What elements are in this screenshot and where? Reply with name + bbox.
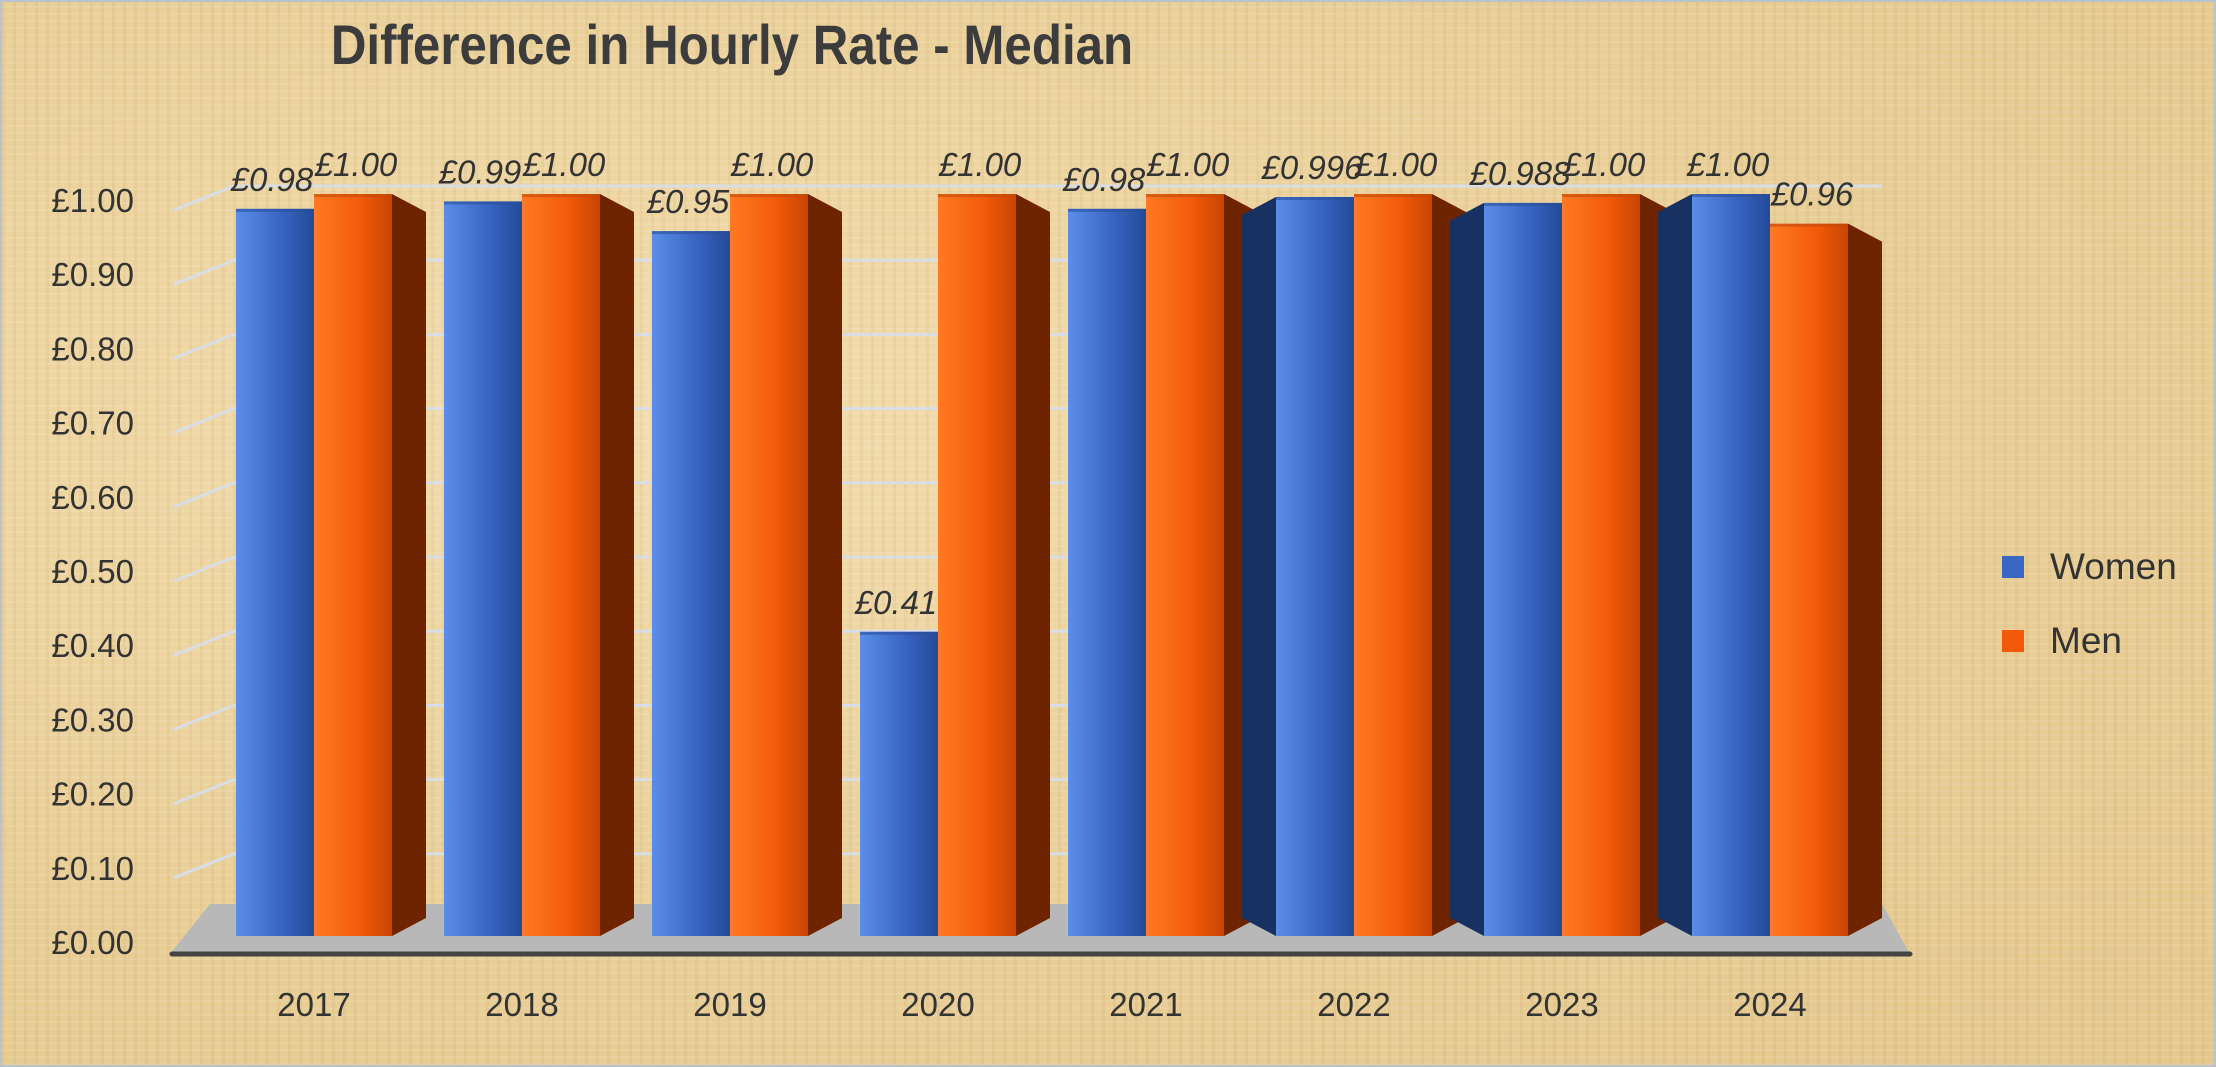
legend-swatch-men <box>2002 630 2024 652</box>
bar-men-2022 <box>1354 194 1432 936</box>
data-label-women-2023: £0.988 <box>1469 155 1572 192</box>
bar-top-men-2021 <box>1146 194 1224 197</box>
x-tick-label-2021: 2021 <box>1109 986 1182 1023</box>
bar-top-women-2021 <box>1068 208 1146 212</box>
chart-title: Difference in Hourly Rate - Median <box>330 13 1134 76</box>
legend-item-women: Women <box>2002 530 2177 604</box>
y-tick-label: £0.10 <box>51 850 134 887</box>
data-label-men-2018: £1.00 <box>522 146 606 183</box>
bar-side-women-2023 <box>1450 202 1484 937</box>
bar-women-2023 <box>1484 202 1562 937</box>
bar-side-men-2018 <box>600 194 634 936</box>
x-tick-label-2023: 2023 <box>1525 986 1598 1023</box>
data-label-women-2022: £0.996 <box>1261 149 1364 186</box>
bar-side-men-2019 <box>808 194 842 936</box>
bar-top-women-2023 <box>1484 202 1562 206</box>
data-label-women-2024: £1.00 <box>1686 146 1770 183</box>
y-tick-label: £0.90 <box>51 256 134 293</box>
bar-top-women-2024 <box>1692 194 1770 197</box>
legend-label-men: Men <box>2050 620 2122 661</box>
bar-men-2021 <box>1146 194 1224 936</box>
data-label-men-2022: £1.00 <box>1354 146 1438 183</box>
bar-top-men-2019 <box>730 194 808 197</box>
bar-women-2021 <box>1068 208 1146 937</box>
bar-men-2024 <box>1770 223 1848 936</box>
legend: Women Men <box>2002 530 2177 678</box>
bar-side-women-2022 <box>1242 196 1276 936</box>
data-label-men-2017: £1.00 <box>314 146 398 183</box>
bar-men-2017 <box>314 194 392 936</box>
legend-swatch-women <box>2002 556 2024 578</box>
bar-top-women-2017 <box>236 208 314 212</box>
data-label-men-2021: £1.00 <box>1146 146 1230 183</box>
bar-side-men-2020 <box>1016 194 1050 936</box>
bar-women-2022 <box>1276 196 1354 936</box>
bar-men-2020 <box>938 194 1016 936</box>
y-tick-label: £0.60 <box>51 479 134 516</box>
bar-men-2019 <box>730 194 808 936</box>
x-tick-label-2020: 2020 <box>901 986 974 1023</box>
x-tick-label-2019: 2019 <box>693 986 766 1023</box>
y-tick-label: £0.30 <box>51 701 134 738</box>
x-tick-label-2024: 2024 <box>1733 986 1806 1023</box>
x-tick-label-2017: 2017 <box>277 986 350 1023</box>
data-label-men-2019: £1.00 <box>730 146 814 183</box>
y-tick-label: £0.80 <box>51 330 134 367</box>
bar-top-men-2023 <box>1562 194 1640 197</box>
bar-top-women-2022 <box>1276 196 1354 200</box>
bar-top-women-2019 <box>652 231 730 235</box>
y-tick-label: £0.50 <box>51 553 134 590</box>
data-label-women-2019: £0.95 <box>646 183 730 220</box>
y-tick-label: £0.20 <box>51 776 134 813</box>
bar-top-women-2020 <box>860 631 938 635</box>
data-label-women-2021: £0.98 <box>1062 161 1146 198</box>
y-tick-label: £0.70 <box>51 405 134 442</box>
y-tick-label: £0.00 <box>51 924 134 961</box>
bar-top-men-2024 <box>1770 223 1848 227</box>
bar-women-2019 <box>652 231 730 937</box>
data-label-men-2023: £1.00 <box>1562 146 1646 183</box>
bar-top-men-2017 <box>314 194 392 197</box>
data-label-women-2017: £0.98 <box>230 161 314 198</box>
bar-men-2018 <box>522 194 600 936</box>
bar-top-women-2018 <box>444 201 522 205</box>
bar-side-men-2017 <box>392 194 426 936</box>
x-tick-label-2018: 2018 <box>485 986 558 1023</box>
data-label-men-2024: £0.96 <box>1770 176 1854 213</box>
gridline <box>173 184 1882 212</box>
y-tick-label: £0.40 <box>51 627 134 664</box>
bar-men-2023 <box>1562 194 1640 936</box>
bar-side-women-2024 <box>1658 194 1692 936</box>
bar-women-2020 <box>860 631 938 936</box>
data-label-women-2018: £0.99 <box>438 153 522 190</box>
bar-side-men-2024 <box>1848 223 1882 936</box>
bar-women-2024 <box>1692 194 1770 936</box>
bar-top-men-2022 <box>1354 194 1432 197</box>
bar-women-2018 <box>444 201 522 937</box>
legend-item-men: Men <box>2002 604 2177 678</box>
x-tick-label-2022: 2022 <box>1317 986 1390 1023</box>
data-label-women-2020: £0.41 <box>854 584 938 621</box>
bar-women-2017 <box>236 208 314 937</box>
y-tick-label: £1.00 <box>51 182 134 219</box>
bar-top-men-2018 <box>522 194 600 197</box>
data-label-men-2020: £1.00 <box>938 146 1022 183</box>
bar-top-men-2020 <box>938 194 1016 197</box>
legend-label-women: Women <box>2050 546 2177 587</box>
